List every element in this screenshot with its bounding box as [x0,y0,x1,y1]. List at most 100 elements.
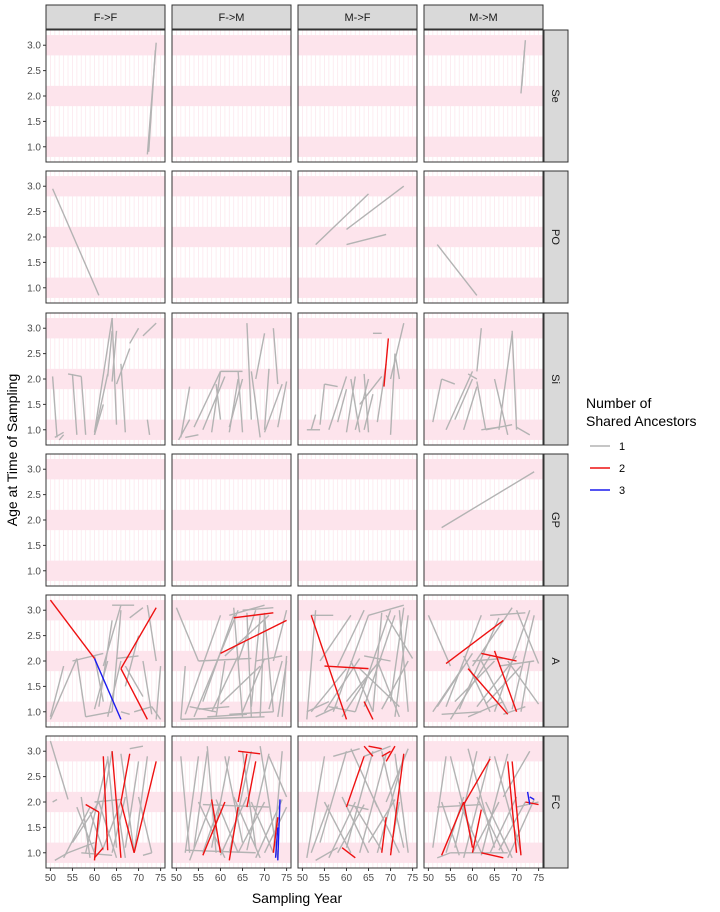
col-strip-F->M [171,4,292,30]
background-band [172,741,291,762]
background-band [46,842,165,863]
segment-shared-2 [272,817,279,853]
background-band [46,509,165,531]
segment-shared-2 [228,806,239,861]
background-band [172,226,291,248]
x-tick-label: 75 [533,873,545,884]
segment-shared-2 [238,750,261,755]
segment-shared-1 [268,756,288,798]
segment-shared-1 [177,419,191,441]
segment-shared-1 [120,711,130,715]
panel-GP-M->M [423,453,544,587]
segment-shared-1 [124,635,140,687]
panel-Se-M->F [297,29,418,163]
row-strip-label: Si [549,374,561,384]
y-tick-label: 3.0 [27,324,41,335]
row-strip-FC [543,735,569,869]
row-strip-label: FC [549,795,561,810]
segment-shared-1 [250,801,275,854]
segment-shared-1 [476,328,482,372]
background-band [46,85,165,107]
segment-shared-1 [480,660,509,713]
segment-shared-1 [462,756,491,859]
segment-shared-2 [202,801,226,856]
y-axes: 1.0 1.5 2.0 2.5 3.0 1.0 1.5 2.0 2.5 3.0 1.0 1.5 2.0 2… [27,41,46,859]
segment-shared-3 [526,791,531,805]
background-band [172,136,291,157]
x-tick-label: 70 [133,873,145,884]
segment-shared-1 [432,378,443,423]
segment-shared-1 [398,610,409,712]
panel-GP-M->F [297,453,418,587]
panel-A-M->F [297,594,418,728]
background-band [298,560,417,581]
segment-shared-1 [490,612,526,617]
segment-shared-2 [324,665,369,670]
segment-shared-1 [436,852,451,859]
x-tick-label: 60 [341,873,353,884]
segment-shared-1 [202,615,235,702]
background-band [424,600,543,621]
panel-Se-F->M [171,29,292,163]
y-tick-label: 3.0 [27,41,41,52]
segment-shared-1 [337,804,365,854]
segment-shared-1 [427,615,452,667]
segment-shared-2 [481,852,504,859]
x-axis-title: Sampling Year [252,890,343,906]
segment-shared-1 [359,753,387,853]
x-tick-label: 50 [297,873,309,884]
x-tick-label: 65 [237,873,249,884]
col-strip-M->F [297,4,418,30]
y-tick-label: 2.0 [27,657,41,668]
x-axes: 50 55 60 65 70 75 50 55 60 65 70 75 50 55 60 65 70 75 50 55… [45,868,545,884]
segment-shared-1 [333,748,360,757]
segment-shared-1 [345,658,383,703]
segment-shared-2 [341,847,356,859]
segment-shared-1 [202,376,226,431]
panel-Se-M->M [423,29,544,163]
segment-shared-2 [93,812,100,861]
segment-shared-1 [515,609,540,664]
segment-shared-2 [246,761,257,808]
segment-shared-1 [76,658,87,717]
panel-border [423,29,544,163]
segment-shared-1 [350,660,374,713]
panel-Si-M->M [423,312,544,446]
segment-shared-1 [246,753,270,851]
segment-shared-1 [142,852,152,856]
y-tick-label: 3.0 [27,606,41,617]
segment-shared-1 [498,801,526,851]
segment-shared-3 [277,799,281,861]
segment-shared-1 [155,666,162,720]
background-band [424,509,543,531]
background-band [298,842,417,863]
row-facet-strips: Se PO Si GP A FC [543,29,569,869]
panel-border [423,170,544,304]
segment-shared-2 [511,761,522,856]
segment-shared-1 [441,378,456,385]
segment-shared-3 [529,796,535,801]
segment-shared-1 [210,371,222,433]
legend-keys: 1 2 3 [590,441,625,497]
segment-shared-1 [133,706,152,713]
segment-shared-1 [328,376,348,430]
background-band [46,600,165,621]
panel-A-F->F [45,594,166,728]
segment-shared-2 [220,619,287,655]
background-band [298,459,417,480]
segment-shared-1 [207,713,247,718]
segment-shared-1 [237,801,266,854]
y-tick-label: 3.0 [27,182,41,193]
segment-shared-1 [250,371,261,438]
background-band [46,277,165,298]
x-tick-label: 65 [489,873,501,884]
segment-shared-1 [498,333,513,430]
background-band [46,368,165,390]
panel-FC-F->M [171,735,292,869]
segment-shared-3 [93,658,122,720]
segment-shared-1 [472,657,504,662]
segment-shared-1 [516,801,539,808]
segment-shared-1 [437,803,482,808]
y-tick-label: 2.5 [27,207,41,218]
segment-shared-1 [520,660,531,712]
